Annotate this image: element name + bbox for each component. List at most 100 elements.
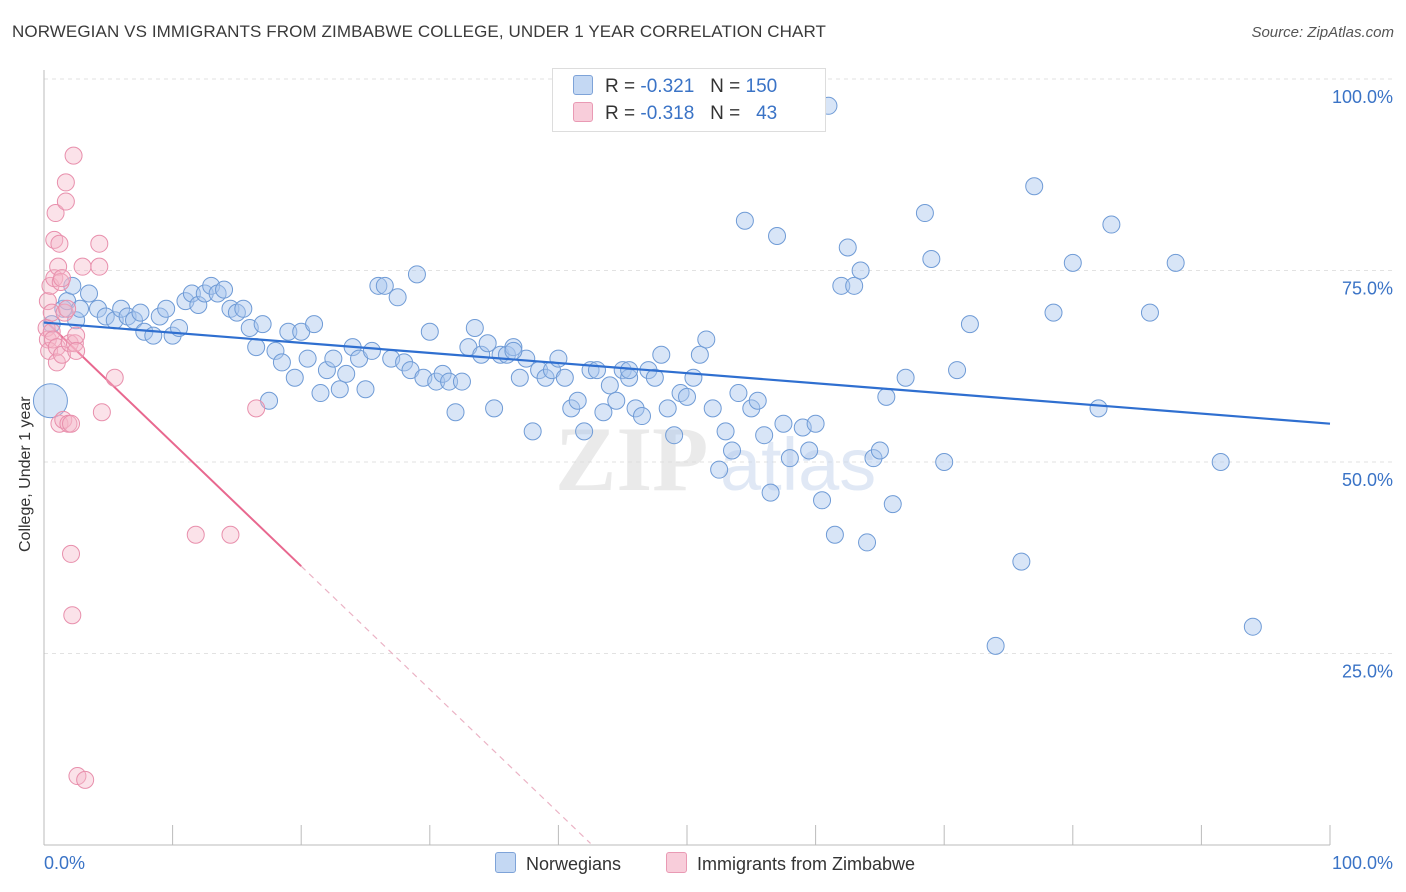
data-point-norwegians — [607, 391, 626, 410]
data-point-norwegians — [568, 391, 587, 410]
data-point-norwegians — [1243, 617, 1262, 636]
data-point-norwegians — [735, 211, 754, 230]
data-point-norwegians — [632, 407, 651, 426]
data-point-norwegians — [800, 441, 819, 460]
data-point-norwegians — [1012, 552, 1031, 571]
y-tick-label: 50.0% — [1342, 470, 1393, 490]
data-point-norwegians — [452, 372, 471, 391]
data-point-zimbabwe — [42, 303, 61, 322]
data-point-norwegians — [285, 368, 304, 387]
data-point-norwegians — [652, 345, 671, 364]
data-point-zimbabwe — [58, 299, 77, 318]
data-point-norwegians — [298, 349, 317, 368]
data-point-norwegians — [317, 361, 336, 380]
trendline-norwegians — [43, 321, 1331, 425]
trendline-zimbabwe — [43, 318, 302, 567]
data-point-norwegians — [189, 295, 208, 314]
data-point-norwegians — [600, 376, 619, 395]
zimbabwe-points — [37, 146, 266, 789]
data-point-norwegians — [305, 315, 324, 334]
data-point-norwegians — [32, 383, 68, 419]
y-tick-label: 25.0% — [1342, 662, 1393, 682]
data-point-zimbabwe — [62, 544, 81, 563]
data-point-norwegians — [665, 426, 684, 445]
data-point-norwegians — [266, 341, 285, 360]
data-point-norwegians — [864, 449, 883, 468]
data-point-norwegians — [716, 422, 735, 441]
data-point-norwegians — [234, 299, 253, 318]
data-point-norwegians — [63, 276, 82, 295]
data-point-norwegians — [768, 227, 787, 246]
data-point-norwegians — [279, 322, 298, 341]
data-point-zimbabwe — [56, 192, 75, 211]
data-point-norwegians — [195, 284, 214, 303]
data-point-norwegians — [845, 276, 864, 295]
legend-n-label: N = — [710, 103, 741, 124]
bottom-legend-label: Norwegians — [526, 854, 622, 874]
bottom-legend-swatch-pink — [666, 852, 687, 873]
data-point-norwegians — [407, 265, 426, 284]
data-point-norwegians — [806, 414, 825, 433]
legend-n-label: N = — [710, 76, 741, 97]
y-tick-label: 100.0% — [1332, 87, 1393, 107]
data-point-norwegians — [1211, 453, 1230, 471]
legend-r-label: R = — [605, 76, 636, 97]
data-point-norwegians — [626, 399, 645, 418]
data-point-norwegians — [1063, 253, 1082, 272]
data-point-norwegians — [395, 353, 414, 372]
data-point-zimbabwe — [186, 525, 205, 544]
axes — [43, 70, 1331, 846]
data-point-norwegians — [157, 299, 176, 318]
data-point-norwegians — [678, 387, 696, 406]
data-point-norwegians — [440, 372, 459, 391]
data-point-zimbabwe — [221, 525, 240, 544]
data-point-norwegians — [1044, 303, 1063, 322]
legend-row-zimbabwe: R = -0.318 N = 43 — [573, 102, 777, 126]
data-point-norwegians — [536, 368, 555, 387]
data-point-zimbabwe — [50, 234, 69, 253]
data-point-norwegians — [446, 403, 465, 422]
watermark-zip: ZIP — [555, 408, 708, 510]
data-point-zimbabwe — [56, 173, 75, 192]
data-point-norwegians — [896, 368, 915, 387]
data-point-zimbabwe — [90, 234, 109, 253]
data-point-norwegians — [960, 315, 979, 334]
data-point-norwegians — [838, 238, 857, 257]
zimbabwe-trendline — [43, 318, 591, 844]
data-point-norwegians — [485, 399, 504, 418]
data-point-norwegians — [80, 284, 99, 303]
data-point-norwegians — [131, 303, 150, 322]
data-point-norwegians — [272, 353, 291, 372]
data-point-norwegians — [710, 460, 729, 479]
data-point-norwegians — [948, 361, 967, 380]
data-point-norwegians — [1102, 215, 1121, 234]
legend-swatch-pink — [573, 102, 593, 122]
data-point-norwegians — [388, 288, 407, 307]
data-point-zimbabwe — [67, 341, 86, 360]
data-point-norwegians — [420, 322, 439, 341]
data-point-norwegians — [729, 384, 748, 403]
data-point-norwegians — [684, 368, 703, 387]
data-point-norwegians — [253, 315, 272, 334]
data-point-norwegians — [427, 372, 446, 391]
watermark-atlas: atlas — [720, 423, 876, 506]
data-point-zimbabwe — [76, 770, 95, 789]
data-point-norwegians — [587, 361, 606, 380]
chart-title: NORWEGIAN VS IMMIGRANTS FROM ZIMBABWE CO… — [12, 22, 827, 41]
data-point-norwegians — [780, 449, 799, 468]
chart-source: Source: ZipAtlas.com — [1251, 24, 1394, 41]
correlation-legend: R = -0.321 N = 150 R = -0.318 N = 43 — [552, 68, 826, 132]
data-point-zimbabwe — [105, 368, 124, 387]
trendline-zimbabwe-extension — [300, 565, 591, 844]
bottom-legend-label: Immigrants from Zimbabwe — [697, 854, 916, 874]
data-point-norwegians — [311, 384, 330, 403]
data-point-norwegians — [112, 299, 131, 318]
data-point-norwegians — [935, 453, 954, 471]
bottom-legend-norwegians: Norwegians — [495, 852, 621, 875]
data-point-norwegians — [71, 299, 90, 318]
data-point-zimbabwe — [92, 403, 111, 422]
data-point-zimbabwe — [38, 292, 57, 311]
bottom-legend-swatch-blue — [495, 852, 516, 873]
x-tick-label: 100.0% — [1332, 853, 1393, 873]
